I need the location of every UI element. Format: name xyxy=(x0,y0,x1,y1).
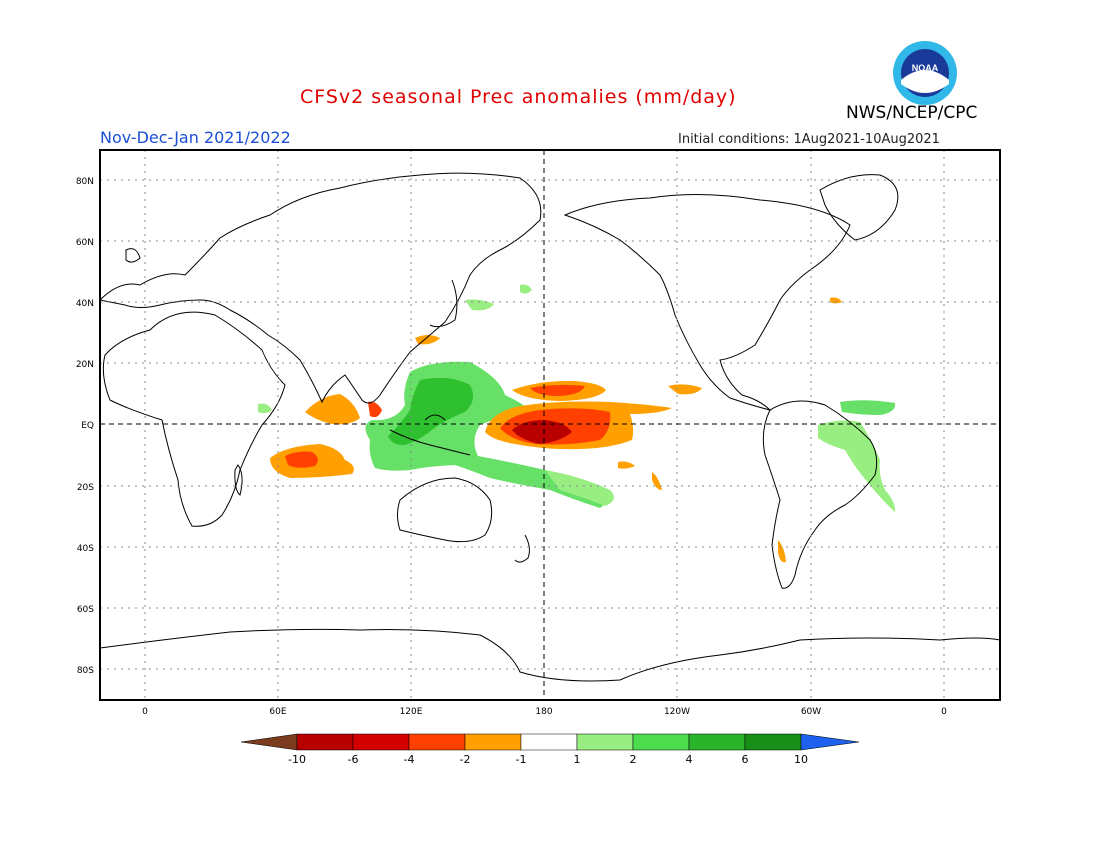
lat-label: 60S xyxy=(77,605,94,615)
dry-anomaly-atlantic xyxy=(830,297,842,304)
colorbar-label: -1 xyxy=(516,753,527,766)
colorbar-swatch xyxy=(576,733,634,751)
coast-africa xyxy=(102,311,286,527)
colorbar-label: 1 xyxy=(574,753,581,766)
colorbar xyxy=(240,733,860,751)
colorbar-swatch xyxy=(408,733,466,751)
lon-label: 180 xyxy=(535,707,552,717)
colorbar-high-arrow xyxy=(800,733,860,751)
lat-label: 40S xyxy=(77,544,94,554)
grid xyxy=(100,150,1000,700)
lat-label: 40N xyxy=(76,299,94,309)
colorbar-swatch xyxy=(296,733,354,751)
anomaly-fields xyxy=(258,284,896,563)
coast-nz xyxy=(514,534,530,563)
lat-label: 80N xyxy=(76,177,94,187)
coast-north-america xyxy=(563,193,851,411)
coast-madagascar xyxy=(234,464,243,496)
colorbar-swatch xyxy=(688,733,746,751)
colorbar-label: -4 xyxy=(404,753,415,766)
map-frame xyxy=(99,149,1001,701)
dry-anomaly-indian-east xyxy=(305,394,360,425)
colorbar-swatch xyxy=(464,733,522,751)
lon-label: 120W xyxy=(664,707,690,717)
lat-label: EQ xyxy=(81,421,94,431)
coastlines xyxy=(100,172,1000,682)
lon-label: 60W xyxy=(801,707,821,717)
coast-indonesia xyxy=(389,414,471,456)
dry-anomaly-south-pacific xyxy=(618,461,635,469)
dry-anomaly-south-pacific-2 xyxy=(652,472,662,490)
colorbar-label: -6 xyxy=(348,753,359,766)
wet-anomaly-north-pacific xyxy=(465,299,494,311)
colorbar-label: 6 xyxy=(742,753,749,766)
colorbar-label: 10 xyxy=(794,753,808,766)
lat-label: 80S xyxy=(77,666,94,676)
lat-label: 20N xyxy=(76,360,94,370)
colorbar-label: 2 xyxy=(630,753,637,766)
wet-anomaly-core xyxy=(388,377,474,446)
dry-anomaly-caribbean xyxy=(668,384,702,395)
coast-greenland xyxy=(819,174,899,241)
colorbar-swatch xyxy=(520,733,578,751)
lon-label: 0 xyxy=(142,707,148,717)
colorbar-low-arrow xyxy=(240,733,298,751)
colorbar-labels: -10 -6 -4 -2 -1 1 2 4 6 10 xyxy=(288,753,808,766)
lat-labels: 80N 60N 40N 20N EQ 20S 40S 60S 80S xyxy=(76,177,94,676)
map-title: CFSv2 seasonal Prec anomalies (mm/day) xyxy=(300,86,737,108)
colorbar-swatch xyxy=(352,733,410,751)
wet-anomaly-atlantic xyxy=(840,400,896,415)
dry-anomaly-central-pacific-core xyxy=(512,420,572,444)
dry-anomaly-japan xyxy=(415,335,440,345)
colorbar-label: -2 xyxy=(460,753,471,766)
wet-anomaly-south-pacific xyxy=(545,470,614,506)
lon-label: 60E xyxy=(269,707,286,717)
lat-label: 60N xyxy=(76,238,94,248)
wet-anomaly-south-america xyxy=(818,420,896,512)
initial-conditions-label: Initial conditions: 1Aug2021-10Aug2021 xyxy=(678,132,940,147)
colorbar-swatch xyxy=(744,733,802,751)
noaa-logo xyxy=(892,40,958,106)
season-label: Nov-Dec-Jan 2021/2022 xyxy=(100,128,291,147)
colorbar-swatch xyxy=(632,733,690,751)
lon-label: 0 xyxy=(941,707,947,717)
dry-anomaly-south-america xyxy=(778,540,786,563)
wet-anomaly-dateline-north xyxy=(520,284,532,294)
coast-australia xyxy=(397,477,493,543)
colorbar-label: 4 xyxy=(686,753,693,766)
coast-uk xyxy=(125,248,141,263)
coast-eurasia xyxy=(100,172,542,404)
dry-anomaly-indian-west-core xyxy=(285,451,318,468)
lat-label: 20S xyxy=(77,483,94,493)
coast-south-america xyxy=(762,400,878,589)
dry-anomaly-bay-bengal xyxy=(368,401,382,418)
lon-labels: 0 60E 120E 180 120W 60W 0 xyxy=(142,707,947,717)
lon-label: 120E xyxy=(400,707,423,717)
coast-antarctica xyxy=(100,628,1000,682)
wet-anomaly-indian xyxy=(258,403,272,414)
coast-japan xyxy=(429,279,458,328)
colorbar-label: -10 xyxy=(288,753,306,766)
agency-label: NWS/NCEP/CPC xyxy=(846,103,978,123)
